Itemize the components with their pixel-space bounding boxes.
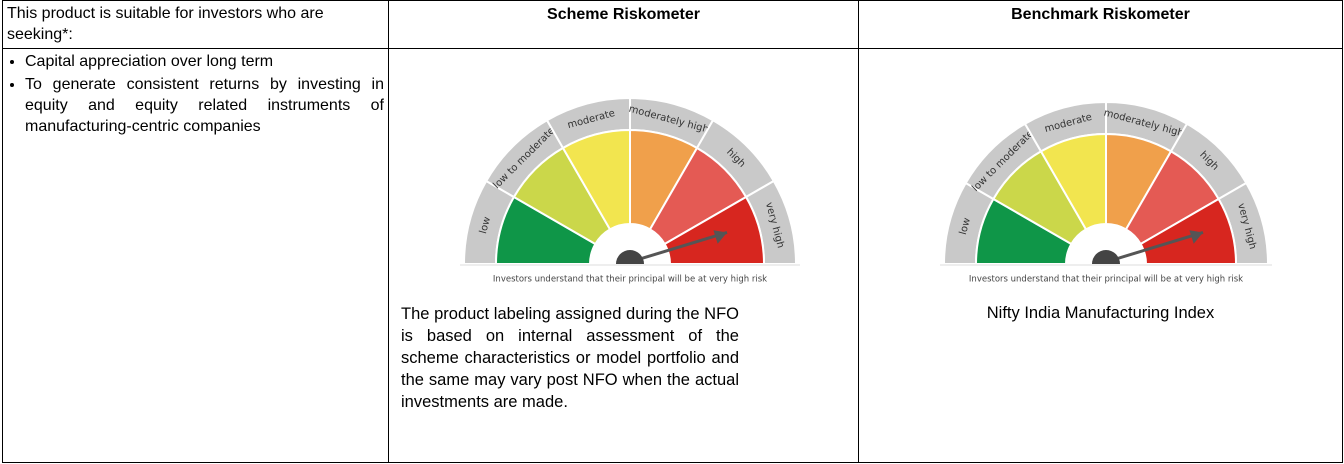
gauge-caption: Investors understand that their principa… [969, 275, 1243, 285]
benchmark-name: Nifty India Manufacturing Index [859, 303, 1342, 324]
suitability-item: Capital appreciation over long term [25, 51, 384, 72]
header-cell: Scheme Riskometer [389, 1, 859, 49]
page: This product is suitable for investors w… [0, 0, 1344, 464]
header-cell: This product is suitable for investors w… [3, 1, 389, 49]
header-cell: Benchmark Riskometer [859, 1, 1343, 49]
body-row: Capital appreciation over long term To g… [3, 49, 1343, 463]
header-row: This product is suitable for investors w… [3, 1, 1343, 49]
scheme-note: The product labeling assigned during the… [401, 303, 739, 413]
gauge-caption: Investors understand that their principa… [493, 275, 767, 285]
gauge-hub [1092, 250, 1120, 264]
suitability-cell: Capital appreciation over long term To g… [3, 49, 389, 463]
suitability-item: To generate consistent returns by invest… [25, 74, 384, 137]
gauge-hub [616, 250, 644, 264]
suitability-table: This product is suitable for investors w… [2, 0, 1343, 463]
suitability-list: Capital appreciation over long term To g… [7, 51, 384, 137]
